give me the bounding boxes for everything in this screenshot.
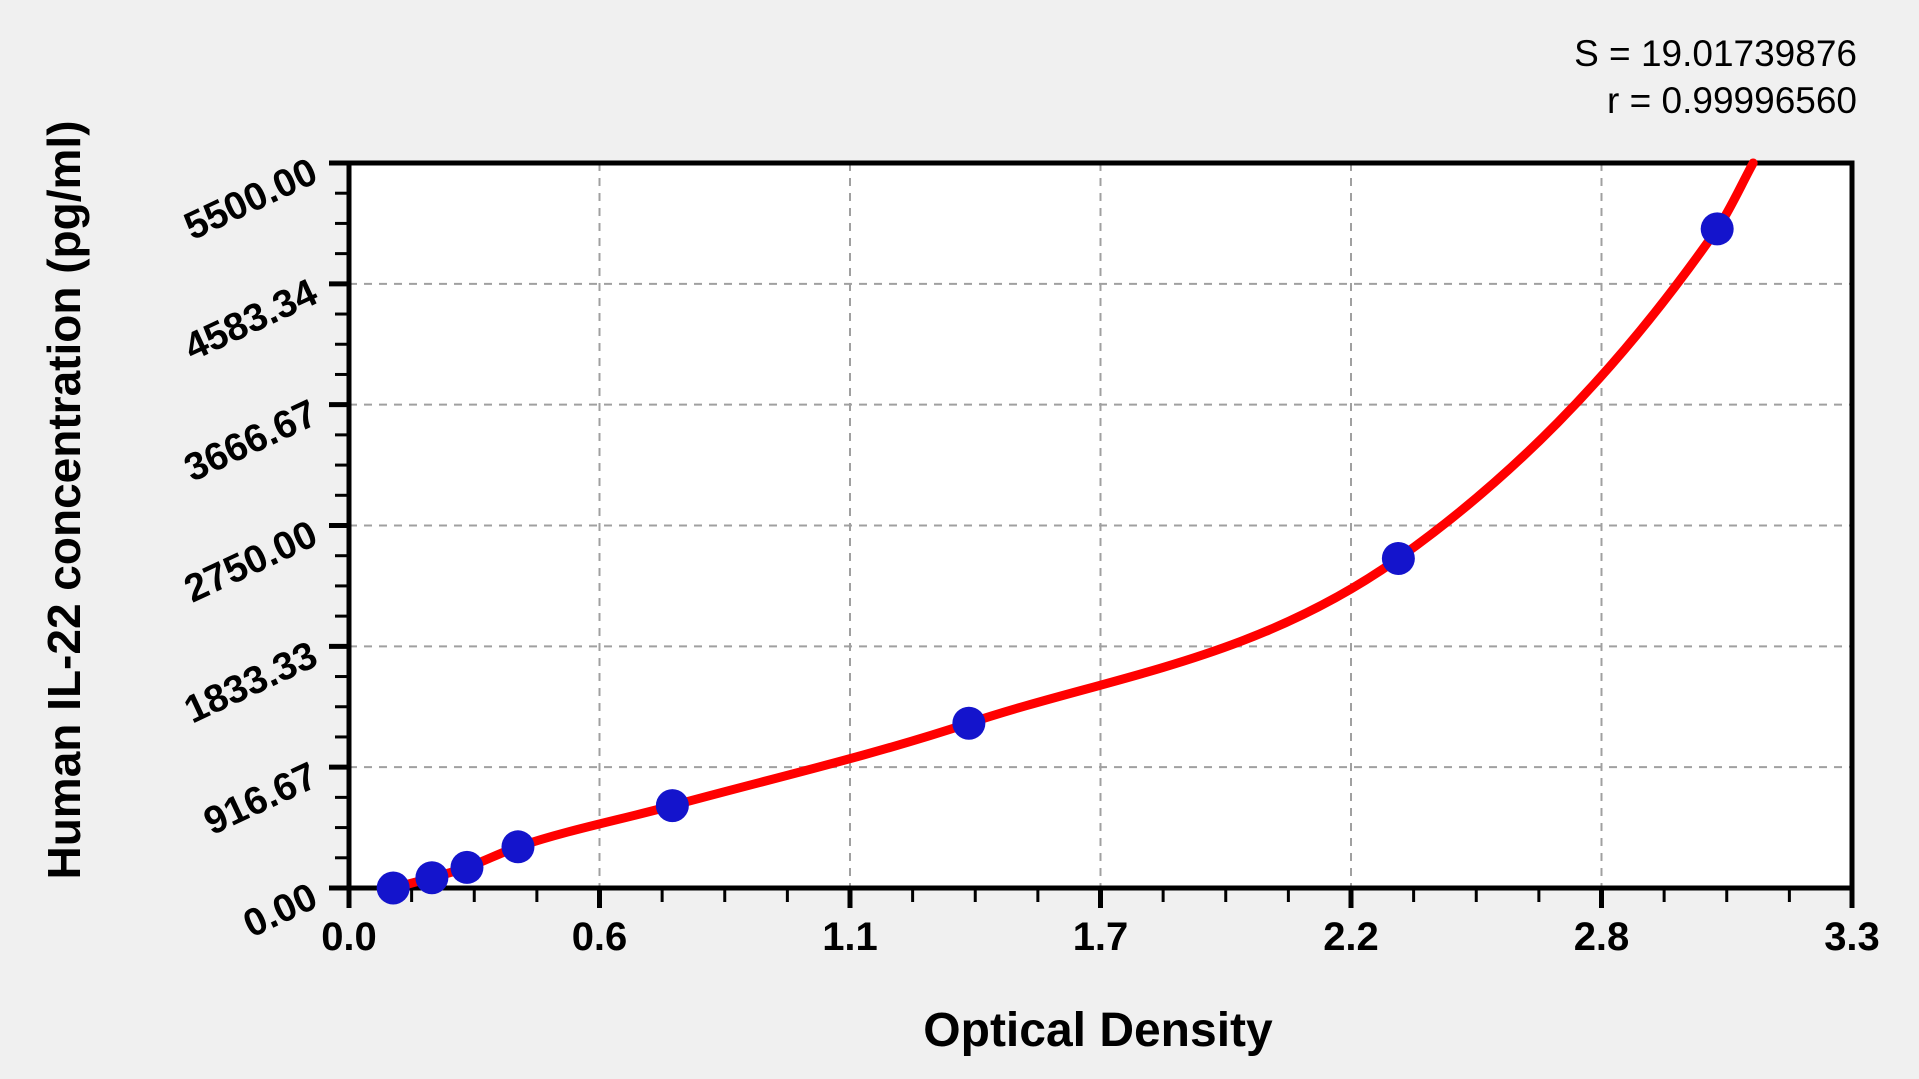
fit-r-value: r = 0.99996560	[1607, 80, 1857, 121]
data-points	[376, 212, 1734, 905]
x-tick-label: 1.1	[822, 915, 878, 959]
gridlines	[349, 163, 1852, 888]
x-tick-label: 2.8	[1574, 915, 1630, 959]
y-tick-label: 5500.00	[178, 150, 324, 249]
y-axis-title: Human IL-22 concentration (pg/ml)	[38, 120, 90, 880]
data-point	[1700, 212, 1734, 246]
x-axis-title: Optical Density	[923, 1004, 1273, 1057]
x-tick-label: 0.6	[572, 915, 628, 959]
axis-ticks	[329, 160, 1855, 908]
data-point	[415, 861, 449, 895]
data-point	[1381, 541, 1415, 575]
x-tick-label: 3.3	[1824, 915, 1880, 959]
data-point	[501, 830, 535, 864]
y-tick-label: 0.00	[237, 875, 324, 946]
y-tick-label: 1833.33	[178, 634, 324, 733]
x-tick-label: 2.2	[1323, 915, 1379, 959]
fit-s-value: S = 19.01739876	[1574, 33, 1857, 74]
y-tick-label: 3666.67	[178, 392, 324, 491]
y-tick-label: 2750.00	[178, 513, 324, 612]
fit-statistics: S = 19.01739876 r = 0.99996560	[1574, 30, 1857, 124]
data-point	[655, 789, 689, 823]
data-point	[450, 850, 484, 884]
y-tick-label: 4583.34	[178, 271, 324, 370]
data-point	[376, 871, 410, 905]
y-tick-label: 916.67	[198, 754, 324, 843]
data-point	[952, 706, 986, 740]
x-tick-label: 0.0	[321, 915, 377, 959]
y-tick-labels: 0.00 916.67 1833.33 2750.00 3666.67 4583.34 55…	[178, 150, 324, 946]
x-tick-label: 1.7	[1073, 915, 1129, 959]
x-tick-labels: 0.0 0.6 1.1 1.7 2.2 2.8 3.3	[321, 915, 1880, 959]
